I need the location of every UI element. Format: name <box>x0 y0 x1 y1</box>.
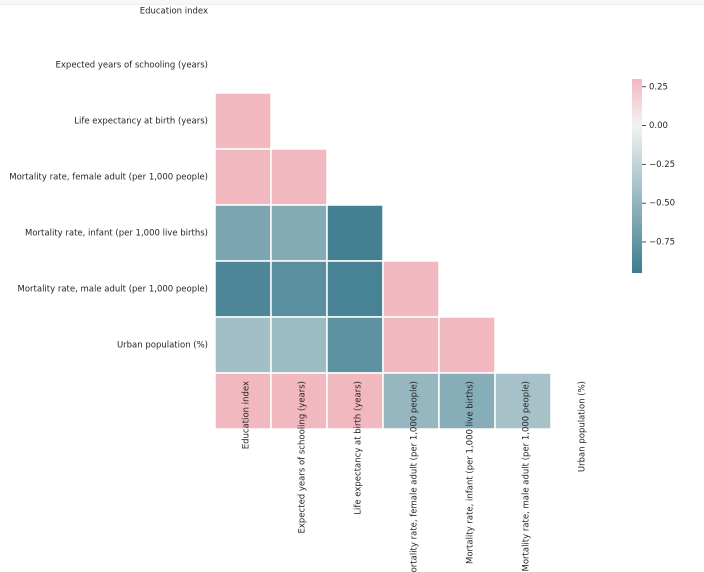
heatmap-cell-r6-c0 <box>214 372 272 430</box>
heatmap-cell-r4-c3 <box>382 260 440 318</box>
heatmap-cell-r5-c3 <box>382 316 440 374</box>
x-tick-label-3: Mortality rate, female adult (per 1,000 … <box>410 381 420 572</box>
heatmap-cell-r6-c3 <box>382 372 440 430</box>
y-tick-label-6: Urban population (%) <box>117 341 208 351</box>
x-tick-label-0: Education index <box>242 381 252 449</box>
colorbar-tick-label-0: 0.25 <box>649 82 668 92</box>
y-tick-label-2: Life expectancy at birth (years) <box>74 117 208 127</box>
heatmap-cell-r3-c2 <box>326 204 384 262</box>
heatmap-cell-r3-c0 <box>214 204 272 262</box>
x-tick-label-2: Life expectancy at birth (years) <box>354 381 364 515</box>
y-tick-label-5: Mortality rate, male adult (per 1,000 pe… <box>18 285 209 295</box>
heatmap-cell-r6-c1 <box>270 372 328 430</box>
colorbar-tick-label-1: 0.00 <box>649 121 668 131</box>
y-tick-label-3: Mortality rate, female adult (per 1,000 … <box>9 173 208 183</box>
heatmap-cell-r2-c1 <box>270 148 328 206</box>
y-tick-label-0: Education index <box>140 7 208 17</box>
x-tick-labels: Education index Expected years of schooli… <box>242 381 588 572</box>
colorbar: 0.25 0.00 −0.25 −0.50 −0.75 <box>632 79 675 273</box>
colorbar-tick-label-2: −0.25 <box>649 160 675 170</box>
colorbar-tick-label-3: −0.50 <box>649 199 675 209</box>
colorbar-gradient <box>632 79 642 273</box>
heatmap-cell-r4-c0 <box>214 260 272 318</box>
heatmap-cell-r4-c2 <box>326 260 384 318</box>
heatmap-cell-r3-c1 <box>270 204 328 262</box>
heatmap-cell-r2-c0 <box>214 148 272 206</box>
colorbar-tick-label-4: −0.75 <box>649 237 675 247</box>
y-tick-label-1: Expected years of schooling (years) <box>56 61 208 71</box>
top-strip <box>0 0 704 5</box>
heatmap-cell-r5-c1 <box>270 316 328 374</box>
heatmap-cell-r5-c0 <box>214 316 272 374</box>
heatmap-cell-r5-c4 <box>438 316 496 374</box>
heatmap-cell-r1-c0 <box>214 92 272 150</box>
heatmap-cell-r5-c2 <box>326 316 384 374</box>
y-tick-labels: Education index Expected years of schooli… <box>9 7 208 351</box>
x-tick-label-5: Mortality rate, male adult (per 1,000 pe… <box>522 381 532 572</box>
heatmap-cell-r6-c5 <box>494 372 552 430</box>
x-tick-label-4: Mortality rate, infant (per 1,000 live b… <box>466 381 476 564</box>
x-tick-label-6: Urban population (%) <box>578 381 588 472</box>
heatmap-cell-r4-c1 <box>270 260 328 318</box>
y-tick-label-4: Mortality rate, infant (per 1,000 live b… <box>25 229 208 239</box>
x-tick-label-1: Expected years of schooling (years) <box>298 381 308 533</box>
heatmap-cells <box>214 92 552 430</box>
